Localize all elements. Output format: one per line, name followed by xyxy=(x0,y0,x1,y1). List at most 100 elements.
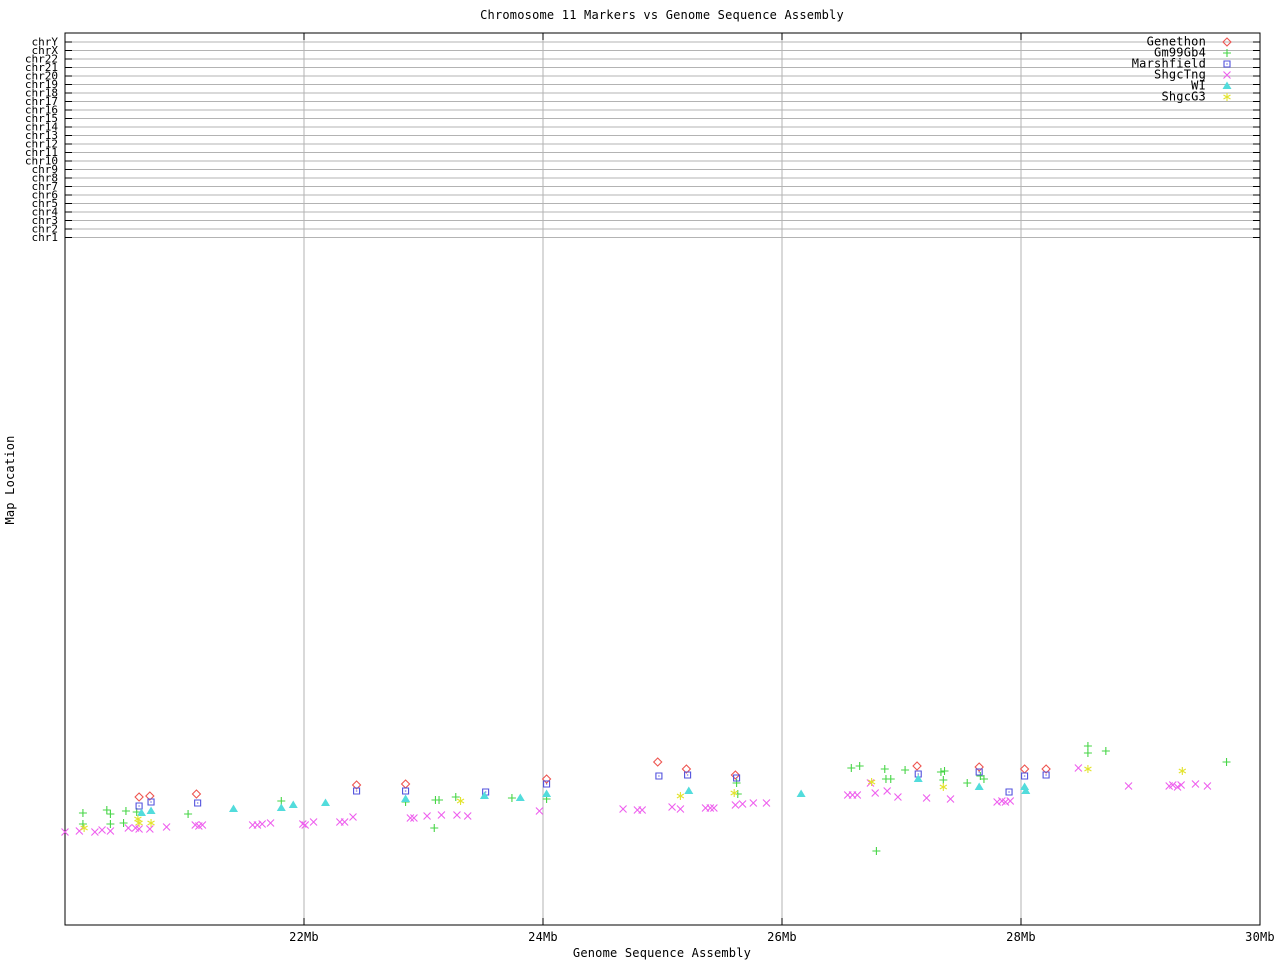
data-point-marker xyxy=(738,800,747,808)
data-point-marker xyxy=(1178,767,1187,775)
data-point-marker xyxy=(145,791,155,801)
data-point-marker xyxy=(979,775,988,783)
data-point-marker xyxy=(147,819,155,827)
data-point-marker xyxy=(146,806,156,814)
series-genethon xyxy=(134,757,1051,802)
data-point-marker xyxy=(423,812,431,820)
gridlines xyxy=(65,33,1260,925)
data-point-marker xyxy=(147,798,155,806)
series-gm99gb4 xyxy=(78,742,1231,855)
data-point-marker xyxy=(1006,797,1015,805)
data-point-marker xyxy=(90,828,99,836)
data-point-marker xyxy=(135,802,143,810)
data-point-marker xyxy=(135,819,143,827)
data-point-marker xyxy=(1101,747,1110,755)
data-point-marker xyxy=(266,819,275,827)
axis-ticks xyxy=(65,33,1260,925)
series-wi xyxy=(136,774,1031,816)
data-point-marker xyxy=(145,825,154,833)
data-point-marker xyxy=(162,823,171,831)
data-point-marker xyxy=(353,787,361,795)
x-axis-title: Genome Sequence Assembly xyxy=(573,946,751,960)
legend-item-wi: WI xyxy=(1191,79,1232,93)
data-point-marker xyxy=(194,799,202,807)
data-point-marker xyxy=(456,797,465,805)
data-point-marker xyxy=(106,820,115,828)
data-points xyxy=(61,742,1231,855)
data-point-marker xyxy=(676,805,685,813)
y-tick-label: chr12 xyxy=(25,138,58,151)
data-point-marker xyxy=(1074,764,1083,772)
data-point-marker xyxy=(482,788,490,796)
data-point-marker xyxy=(706,804,715,812)
data-point-marker xyxy=(684,771,692,779)
y-tick-label: chr7 xyxy=(32,180,59,193)
data-point-marker xyxy=(975,768,983,776)
y-tick-label: chr5 xyxy=(32,197,59,210)
data-point-marker xyxy=(901,766,910,774)
data-point-marker xyxy=(402,787,410,795)
data-point-marker xyxy=(463,812,472,820)
data-point-marker xyxy=(400,779,411,789)
data-point-marker xyxy=(730,770,741,780)
data-point-marker xyxy=(946,795,955,803)
x-tick-label: 30Mb xyxy=(1245,930,1275,944)
data-point-marker xyxy=(1203,782,1212,790)
data-point-marker xyxy=(638,806,647,814)
data-point-marker xyxy=(437,811,446,819)
legend-item-marshfield: Marshfield xyxy=(1132,57,1231,71)
data-point-marker xyxy=(974,782,984,790)
y-tick-label: chr18 xyxy=(25,87,58,100)
data-point-marker xyxy=(914,770,922,778)
data-point-marker xyxy=(1005,788,1013,796)
data-point-marker xyxy=(542,789,552,797)
y-tick-label: chr4 xyxy=(32,206,59,219)
data-point-marker xyxy=(298,820,307,828)
legend-item-shgctng: ShgcTng xyxy=(1154,68,1231,82)
data-point-marker xyxy=(872,847,881,855)
plot-border xyxy=(64,32,1261,926)
data-point-marker xyxy=(543,780,551,788)
data-point-marker xyxy=(78,809,87,817)
data-point-marker xyxy=(762,799,771,807)
data-point-marker xyxy=(515,793,525,801)
y-tick-label: chr22 xyxy=(25,53,58,66)
data-point-marker xyxy=(309,818,318,826)
x-tick-label: 28Mb xyxy=(1006,930,1036,944)
x-tick-labels: 22Mb 24Mb 26Mb 28Mb 30Mb xyxy=(289,930,1275,944)
data-point-marker xyxy=(993,798,1001,806)
data-point-marker xyxy=(340,818,349,826)
data-point-marker xyxy=(922,794,931,802)
data-point-marker xyxy=(435,796,444,804)
data-point-marker xyxy=(198,821,207,829)
plot-area: chrYchrXchr22chr21chr20chr19chr18chr17ch… xyxy=(25,32,1275,944)
data-point-marker xyxy=(349,813,357,821)
data-point-marker xyxy=(276,803,286,811)
data-point-marker xyxy=(867,778,876,786)
legend-item-gm99gb4: Gm99Gb4 xyxy=(1154,46,1231,60)
series-shgctng xyxy=(61,764,1212,836)
data-point-marker xyxy=(119,819,128,827)
legend-label: Gm99Gb4 xyxy=(1154,46,1206,60)
y-tick-label: chr19 xyxy=(25,78,58,91)
legend-label: Marshfield xyxy=(1132,57,1206,71)
data-point-marker xyxy=(912,761,922,771)
data-point-marker xyxy=(1124,782,1133,790)
legend-label: ShgcTng xyxy=(1154,68,1206,82)
data-point-marker xyxy=(191,789,202,799)
data-point-marker xyxy=(410,814,418,822)
data-point-marker xyxy=(106,810,115,818)
data-point-marker xyxy=(124,824,133,832)
y-tick-label: chr16 xyxy=(25,104,58,117)
y-tick-labels: chrYchrXchr22chr21chr20chr19chr18chr17ch… xyxy=(25,36,58,245)
x-tick-label: 22Mb xyxy=(289,930,319,944)
y-tick-label: chr8 xyxy=(32,172,59,185)
data-point-marker xyxy=(106,827,115,835)
data-point-marker xyxy=(939,776,948,784)
data-point-marker xyxy=(1222,37,1232,47)
data-point-marker xyxy=(61,828,69,836)
data-point-marker xyxy=(939,783,948,791)
data-point-marker xyxy=(1084,765,1092,773)
